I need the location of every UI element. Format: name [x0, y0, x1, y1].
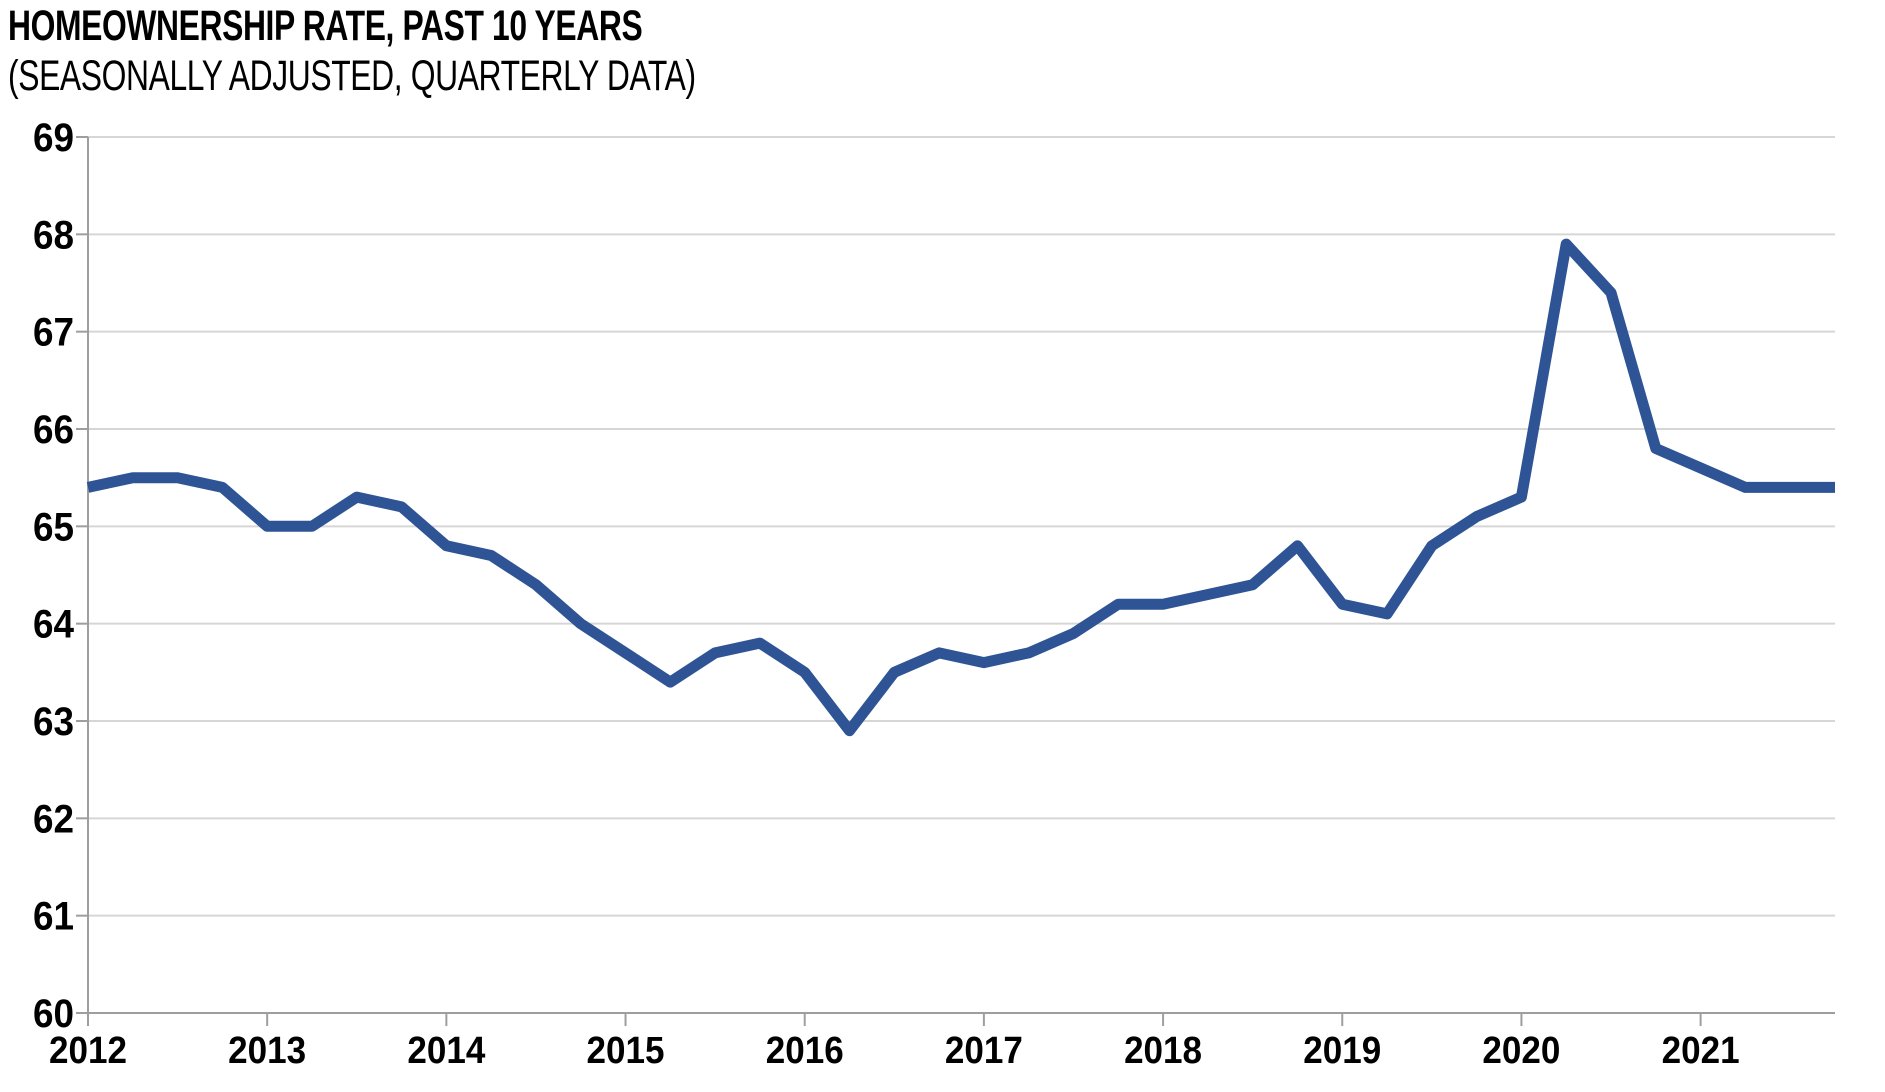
y-tick-label: 64 [33, 603, 75, 647]
y-tick-label: 69 [33, 116, 74, 160]
x-tick-label: 2019 [1303, 1030, 1381, 1072]
x-tick-label: 2017 [945, 1030, 1023, 1072]
y-tick-label: 65 [33, 505, 74, 549]
y-tick-label: 66 [33, 408, 74, 452]
homeownership-rate-line [86, 238, 1835, 737]
y-tick-label: 67 [33, 311, 74, 355]
y-tick-label: 68 [33, 213, 74, 257]
y-tick-label: 62 [33, 797, 74, 841]
x-tick-label: 2021 [1662, 1030, 1740, 1072]
x-tick-label: 2014 [407, 1030, 485, 1072]
y-tick-label: 60 [33, 992, 74, 1036]
x-tick-label: 2012 [49, 1030, 127, 1072]
chart-subtitle: (SEASONALLY ADJUSTED, QUARTERLY DATA) [8, 52, 696, 100]
x-tick-label: 2015 [587, 1030, 665, 1072]
x-tick-label: 2016 [766, 1030, 844, 1072]
chart-title: HOMEOWNERSHIP RATE, PAST 10 YEARS [8, 2, 643, 50]
y-tick-label: 61 [33, 895, 74, 939]
x-tick-label: 2013 [228, 1030, 306, 1072]
x-tick-label: 2020 [1482, 1030, 1560, 1072]
y-tick-label: 63 [33, 700, 74, 744]
x-tick-label: 2018 [1124, 1030, 1202, 1072]
